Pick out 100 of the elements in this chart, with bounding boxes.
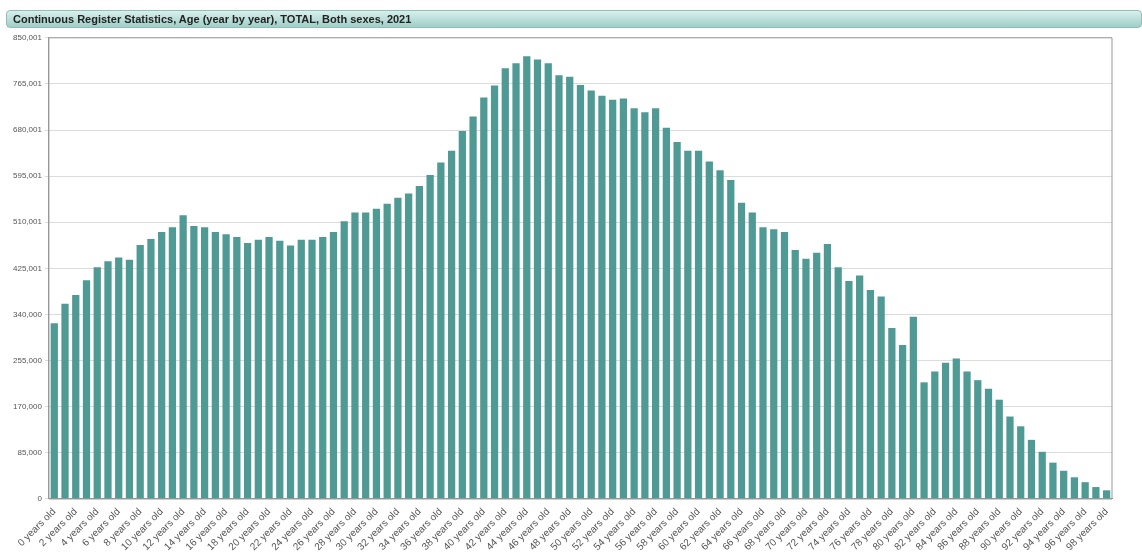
bar — [61, 303, 69, 499]
bar — [254, 239, 262, 499]
bar — [136, 245, 144, 499]
y-tick-label: 0 — [37, 494, 43, 504]
bar — [888, 328, 896, 499]
y-tick-label: 85,000 — [17, 448, 43, 458]
bar — [544, 63, 552, 499]
bar — [469, 116, 477, 499]
bar — [856, 275, 864, 499]
bar — [909, 316, 917, 499]
y-tick-label: 680,001 — [13, 125, 43, 135]
bar — [104, 261, 112, 499]
bar — [340, 221, 348, 499]
bar — [866, 290, 875, 499]
bar — [566, 76, 574, 499]
bar — [351, 212, 359, 499]
bar — [458, 131, 466, 499]
bar — [115, 257, 123, 499]
bar — [297, 239, 305, 499]
bar — [1027, 439, 1036, 499]
bar — [995, 399, 1003, 499]
bar — [748, 212, 756, 499]
y-tick-label: 595,001 — [13, 171, 43, 181]
bar — [823, 243, 832, 499]
bar — [179, 215, 187, 499]
bar — [426, 175, 434, 499]
bar — [1038, 451, 1046, 499]
bar — [984, 388, 993, 499]
bar — [727, 179, 735, 499]
bar — [447, 150, 456, 499]
bar — [233, 236, 241, 499]
bar — [480, 97, 488, 499]
bar — [652, 108, 660, 499]
bar — [898, 344, 907, 499]
bar — [716, 170, 724, 499]
bar — [1017, 426, 1025, 499]
bar — [845, 280, 853, 499]
bar — [383, 203, 391, 499]
bar — [276, 240, 284, 499]
bar — [877, 296, 885, 499]
chart-title: Continuous Register Statistics, Age (year by year), TOTAL, Both sexes, 2021 — [6, 10, 1142, 28]
y-tick-label: 510,001 — [13, 217, 43, 227]
bar — [952, 358, 960, 499]
bar — [1092, 487, 1100, 499]
y-tick-label: 255,000 — [13, 355, 43, 365]
bar — [780, 232, 789, 499]
bar — [619, 98, 628, 499]
bar — [641, 112, 649, 499]
bar — [308, 239, 316, 499]
bar — [598, 95, 606, 499]
y-tick-label: 340,000 — [13, 309, 43, 319]
bar — [50, 323, 58, 499]
bar — [920, 382, 928, 499]
bar — [222, 234, 230, 499]
bar — [737, 202, 746, 499]
bar — [405, 193, 413, 499]
bar — [770, 229, 778, 499]
bar — [974, 380, 982, 499]
bar — [286, 245, 295, 499]
y-tick-label: 765,001 — [13, 79, 43, 89]
bar — [72, 294, 80, 499]
bar — [705, 161, 713, 499]
bar — [587, 90, 595, 499]
bar — [501, 68, 509, 499]
bar — [190, 226, 198, 499]
bar — [694, 150, 703, 499]
y-tick-label: 170,000 — [13, 401, 43, 411]
bar — [1060, 470, 1068, 499]
bar — [662, 127, 670, 499]
bar — [201, 227, 209, 499]
bar — [759, 227, 767, 499]
bar — [125, 259, 134, 499]
bar — [963, 371, 971, 499]
bar — [791, 249, 799, 499]
bar — [93, 267, 101, 499]
bar — [512, 63, 520, 499]
bar — [941, 362, 950, 499]
bar — [490, 85, 499, 499]
bar — [1070, 477, 1079, 499]
bar — [211, 232, 219, 499]
bar — [802, 258, 810, 499]
bar — [576, 85, 585, 499]
y-tick-label: 425,001 — [13, 263, 43, 273]
bar — [813, 252, 821, 499]
bar — [609, 99, 617, 499]
y-tick-label: 850,001 — [13, 33, 43, 42]
bar — [329, 232, 338, 499]
bar — [931, 371, 939, 499]
bar — [319, 236, 327, 499]
bar — [523, 56, 531, 499]
bar — [147, 239, 155, 499]
bar — [158, 232, 166, 499]
bar — [243, 242, 252, 499]
bar — [555, 75, 563, 499]
bar — [1103, 490, 1111, 499]
bar — [673, 141, 681, 499]
bar — [372, 208, 381, 499]
bar — [437, 162, 445, 499]
bar — [533, 59, 542, 499]
bar — [415, 185, 424, 499]
